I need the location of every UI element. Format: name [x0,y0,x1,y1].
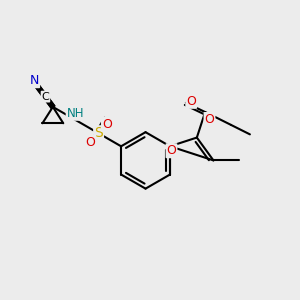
Text: O: O [85,136,95,148]
Text: O: O [205,113,214,126]
Text: O: O [186,95,196,108]
Text: N: N [30,74,39,87]
Text: O: O [167,144,176,157]
Text: NH: NH [67,107,84,120]
Text: S: S [94,126,103,140]
Text: C: C [42,92,49,102]
Text: O: O [102,118,112,131]
